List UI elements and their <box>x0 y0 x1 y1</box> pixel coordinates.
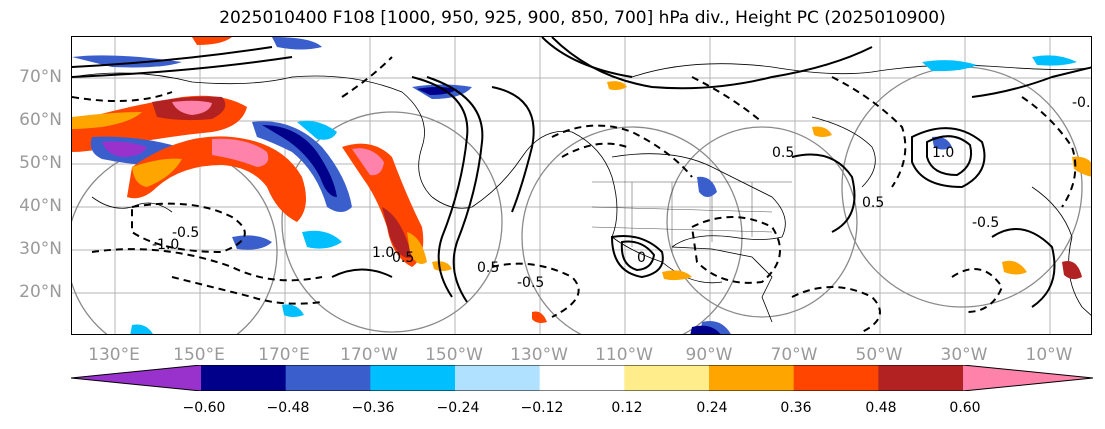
contour-label: 0.5 <box>392 250 414 266</box>
colorbar-left-extension <box>71 365 201 391</box>
colorbar-tick: −0.60 <box>182 400 226 416</box>
lat-label-50n: 50°N <box>19 153 62 173</box>
lon-label-10w: 10°W <box>1025 345 1073 365</box>
lat-label-60n: 60°N <box>19 110 62 130</box>
contour-label: 0.5 <box>477 260 499 276</box>
colorbar-segment <box>793 365 879 391</box>
contour-label: 0.5 <box>862 195 884 211</box>
contour-label: 1.0 <box>932 145 954 161</box>
colorbar-segment <box>201 365 287 391</box>
contour-label: 0.5 <box>772 145 794 161</box>
map-panel: 0.5 -0.5 1.0 -1.0 0.5 -0.5 0 0.5 -0.5 1.… <box>71 36 1092 335</box>
lon-label-130w: 130°W <box>510 345 568 365</box>
colorbar-tick: 0.24 <box>696 400 728 416</box>
lat-label-20n: 20°N <box>19 282 62 302</box>
contour-labels: 0.5 -0.5 1.0 -1.0 0.5 -0.5 0 0.5 -0.5 1.… <box>152 95 1092 291</box>
lon-label-130e: 130°E <box>88 345 140 365</box>
height-contours <box>72 37 1091 308</box>
lon-label-90w: 90°W <box>685 345 733 365</box>
colorbar-segment <box>455 365 541 391</box>
colorbar <box>71 365 1093 391</box>
lon-label-50w: 50°W <box>855 345 903 365</box>
colorbar-tick: −0.48 <box>266 400 310 416</box>
lon-label-150e: 150°E <box>173 345 225 365</box>
map-title: 2025010400 F108 [1000, 950, 925, 900, 85… <box>219 8 946 28</box>
lon-label-30w: 30°W <box>940 345 988 365</box>
contour-label: -0.5 <box>972 215 999 231</box>
map-canvas: 0.5 -0.5 1.0 -1.0 0.5 -0.5 0 0.5 -0.5 1.… <box>72 37 1092 334</box>
contour-label: 1.0 <box>372 245 394 261</box>
colorbar-tick: 0.12 <box>611 400 643 416</box>
colorbar-tick: 0.48 <box>865 400 897 416</box>
contour-label: -0.5 <box>1072 95 1092 111</box>
lat-label-30n: 30°N <box>19 239 62 259</box>
lon-label-150w: 150°W <box>425 345 483 365</box>
colorbar-segment <box>370 365 456 391</box>
lon-label-170w: 170°W <box>340 345 398 365</box>
divergence-shading <box>72 37 1091 334</box>
colorbar-segment <box>709 365 795 391</box>
lon-label-110w: 110°W <box>595 345 653 365</box>
colorbar-right-extension <box>963 365 1093 391</box>
contour-label: 0 <box>637 250 646 266</box>
lat-label-70n: 70°N <box>19 67 62 87</box>
colorbar-tick: 0.60 <box>949 400 981 416</box>
colorbar-tick: −0.12 <box>520 400 564 416</box>
lon-label-170e: 170°E <box>258 345 310 365</box>
colorbar-segment <box>878 365 964 391</box>
negative-contours <box>72 56 1077 333</box>
coastlines <box>72 63 1091 323</box>
contour-label: -0.5 <box>517 275 544 291</box>
colorbar-segment <box>539 365 625 391</box>
colorbar-tick: −0.36 <box>351 400 395 416</box>
contour-label: -0.5 <box>172 225 199 241</box>
lon-label-70w: 70°W <box>770 345 818 365</box>
colorbar-segments <box>201 365 964 391</box>
colorbar-tick: −0.24 <box>436 400 480 416</box>
colorbar-segment <box>285 365 371 391</box>
colorbar-segment <box>624 365 710 391</box>
contour-label: -1.0 <box>152 237 179 253</box>
colorbar-tick: 0.36 <box>780 400 812 416</box>
lat-label-40n: 40°N <box>19 196 62 216</box>
